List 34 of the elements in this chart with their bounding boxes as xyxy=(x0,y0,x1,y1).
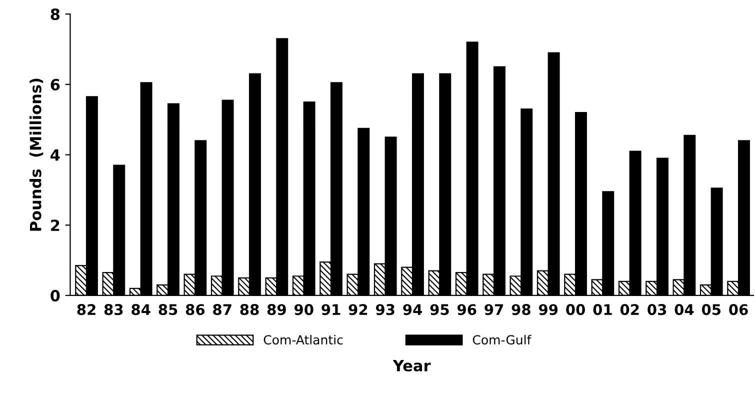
x-tick-label: 05 xyxy=(702,304,721,316)
y-tick-label: 8 xyxy=(50,8,60,20)
x-tick-label: 06 xyxy=(729,304,748,316)
x-tick-label: 85 xyxy=(158,304,178,316)
x-tick-label: 02 xyxy=(620,304,639,316)
x-tick-label: 94 xyxy=(403,304,422,316)
y-axis-title: Pounds (Millions) xyxy=(30,78,44,231)
x-tick-label: 86 xyxy=(186,304,205,316)
x-tick-label: 88 xyxy=(240,304,259,316)
x-tick-label: 00 xyxy=(566,304,585,316)
legend-label: Com-Atlantic xyxy=(264,334,343,345)
x-tick-label: 91 xyxy=(322,304,340,316)
x-tick-label: 97 xyxy=(484,304,504,316)
x-tick-label: 98 xyxy=(512,304,530,316)
x-tick-label: 82 xyxy=(77,304,96,316)
x-tick-label: 84 xyxy=(132,304,150,316)
y-tick-label: 2 xyxy=(51,220,60,231)
y-tick-label: 4 xyxy=(50,149,60,161)
x-tick-label: 90 xyxy=(294,304,314,316)
x-tick-label: 04 xyxy=(674,304,694,316)
y-tick-label: 0 xyxy=(50,290,60,302)
x-tick-label: 89 xyxy=(267,304,286,316)
x-tick-label: 92 xyxy=(348,304,368,316)
x-tick-label: 96 xyxy=(457,304,476,316)
x-axis-title: Year xyxy=(392,360,431,372)
x-tick-label: 99 xyxy=(538,304,558,316)
x-tick-label: 87 xyxy=(213,304,232,316)
x-tick-label: 03 xyxy=(648,304,666,316)
x-tick-label: 83 xyxy=(104,304,123,316)
y-tick-label: 6 xyxy=(50,78,60,90)
x-tick-label: 93 xyxy=(376,304,394,316)
x-tick-label: 01 xyxy=(593,304,612,316)
x-tick-label: 95 xyxy=(430,304,449,316)
legend-label: Com-Gulf xyxy=(472,334,532,345)
